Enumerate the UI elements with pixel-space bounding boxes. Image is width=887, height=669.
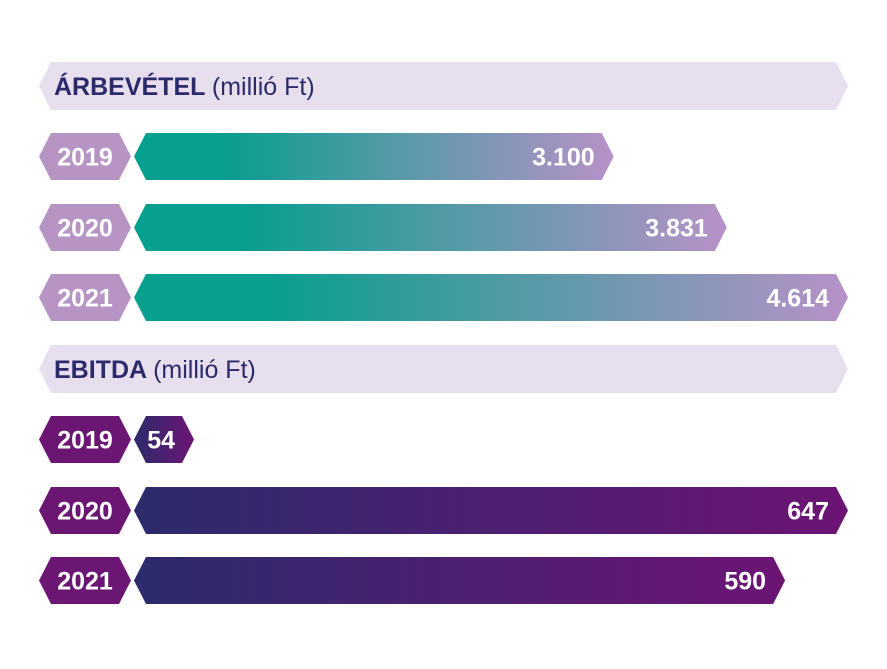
revenue-value-label-2021: 4.614 — [766, 285, 829, 313]
revenue-value-label-2019: 3.100 — [532, 144, 595, 172]
revenue-row-2021: 2021 4.614 — [39, 274, 848, 321]
ebitda-bar-2019 — [134, 416, 194, 463]
ebitda-row-2020: 2020 647 — [39, 487, 848, 534]
ebitda-bars: 2019 54 2020 647 2021 590 — [39, 416, 848, 604]
ebitda-value-label-2021: 590 — [724, 568, 766, 596]
ebitda-year-tag-2021 — [39, 557, 131, 604]
revenue-header-text: ÁRBEVÉTEL (millió Ft) — [54, 72, 315, 101]
revenue-header-band — [39, 62, 848, 110]
revenue-year-label-2021: 2021 — [57, 285, 113, 313]
revenue-title: ÁRBEVÉTEL — [54, 72, 205, 101]
ebitda-title: EBITDA — [54, 356, 147, 384]
ebitda-year-label-2021: 2021 — [57, 568, 113, 596]
ebitda-year-label-2020: 2020 — [57, 498, 113, 526]
revenue-row-2020: 2020 3.831 — [39, 204, 727, 251]
revenue-bar-2021 — [134, 274, 848, 321]
ebitda-unit: (millió Ft) — [153, 356, 256, 384]
ebitda-value-label-2020: 647 — [787, 498, 829, 526]
revenue-year-label-2019: 2019 — [57, 144, 113, 172]
revenue-year-tag-2019 — [39, 133, 131, 180]
revenue-unit: (millió Ft) — [212, 73, 315, 101]
ebitda-header: EBITDA (millió Ft) — [39, 345, 848, 393]
revenue-header: ÁRBEVÉTEL (millió Ft) — [39, 62, 848, 110]
ebitda-value-label-2019: 54 — [147, 427, 175, 455]
ebitda-year-label-2019: 2019 — [57, 427, 113, 455]
revenue-year-tag-2020 — [39, 204, 131, 251]
ebitda-header-text: EBITDA (millió Ft) — [54, 356, 256, 384]
revenue-year-tag-2021 — [39, 274, 131, 321]
revenue-value-label-2020: 3.831 — [645, 215, 708, 243]
ebitda-bar-2020 — [134, 487, 848, 534]
ebitda-year-tag-2019 — [39, 416, 131, 463]
ebitda-bar-2021 — [134, 557, 786, 604]
ebitda-year-tag-2020 — [39, 487, 131, 534]
revenue-bar-2019 — [134, 133, 614, 180]
revenue-year-label-2020: 2020 — [57, 215, 113, 243]
ebitda-row-2019: 2019 54 — [39, 416, 194, 463]
revenue-bar-2020 — [134, 204, 727, 251]
ebitda-header-band — [39, 345, 848, 393]
revenue-row-2019: 2019 3.100 — [39, 133, 614, 180]
ebitda-row-2021: 2021 590 — [39, 557, 786, 604]
revenue-bars: 2019 3.100 2020 3.831 2021 4.614 — [39, 133, 848, 321]
